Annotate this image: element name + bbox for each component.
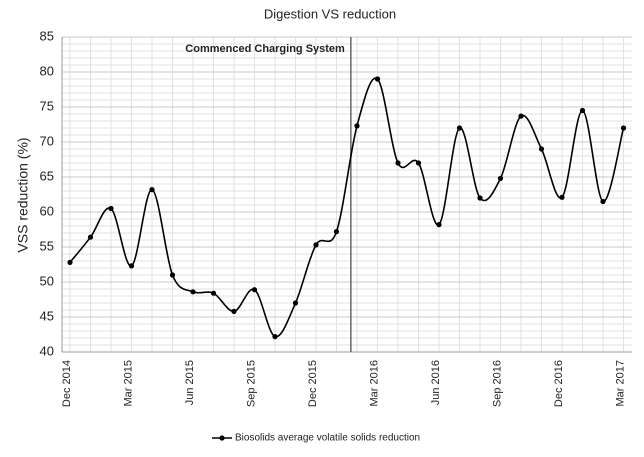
x-tick-label: Mar 2016 bbox=[368, 360, 380, 406]
point bbox=[272, 334, 278, 340]
point bbox=[67, 259, 73, 265]
x-tick-label: Sep 2015 bbox=[245, 360, 257, 407]
point bbox=[354, 123, 360, 129]
point bbox=[169, 272, 176, 278]
point bbox=[190, 289, 196, 295]
point bbox=[292, 300, 299, 306]
y-tick-label: 60 bbox=[40, 203, 54, 218]
y-tick-label: 50 bbox=[40, 273, 54, 288]
point bbox=[87, 234, 94, 240]
chart-title: Digestion VS reduction bbox=[264, 6, 396, 21]
point bbox=[333, 229, 340, 235]
point bbox=[436, 222, 442, 228]
legend-marker bbox=[219, 435, 225, 441]
y-tick-label: 80 bbox=[40, 63, 54, 78]
x-tick-label: Mar 2015 bbox=[122, 360, 134, 406]
x-tick-label: Sep 2016 bbox=[491, 360, 503, 407]
point bbox=[579, 107, 586, 114]
point bbox=[128, 263, 135, 269]
point bbox=[497, 175, 504, 181]
point bbox=[518, 113, 524, 119]
y-tick-label: 55 bbox=[40, 238, 54, 253]
point bbox=[600, 198, 606, 205]
point bbox=[415, 160, 422, 166]
point bbox=[395, 160, 401, 166]
x-tick-label: Jun 2016 bbox=[430, 360, 442, 405]
point bbox=[620, 125, 627, 131]
point bbox=[374, 76, 381, 82]
annotation: Commenced Charging System bbox=[185, 43, 345, 55]
point bbox=[313, 242, 319, 248]
point bbox=[456, 125, 463, 131]
legend-label: Biosolids average volatile solids reduct… bbox=[235, 433, 420, 444]
y-tick-label: 70 bbox=[40, 133, 54, 148]
point bbox=[231, 308, 237, 314]
point bbox=[108, 205, 114, 212]
point bbox=[210, 290, 217, 296]
y-tick-label: 40 bbox=[40, 343, 54, 358]
line bbox=[69, 77, 625, 338]
point bbox=[149, 187, 155, 193]
x-tick-label: Dec 2016 bbox=[553, 360, 565, 407]
x-tick-label: Dec 2015 bbox=[307, 360, 319, 407]
y-tick-label: 65 bbox=[40, 168, 54, 183]
point bbox=[538, 146, 545, 152]
y-axis-label: VSS reduction (%) bbox=[15, 137, 31, 252]
y-tick-label: 45 bbox=[40, 308, 54, 323]
point bbox=[477, 195, 483, 201]
point bbox=[559, 194, 565, 200]
y-tick-label: 85 bbox=[40, 28, 54, 43]
x-tick-label: Jun 2015 bbox=[184, 360, 196, 405]
x-tick-label: Mar 2017 bbox=[614, 360, 626, 406]
point bbox=[251, 287, 258, 293]
x-tick-label: Dec 2014 bbox=[61, 360, 73, 407]
y-tick-label: 75 bbox=[40, 98, 54, 113]
